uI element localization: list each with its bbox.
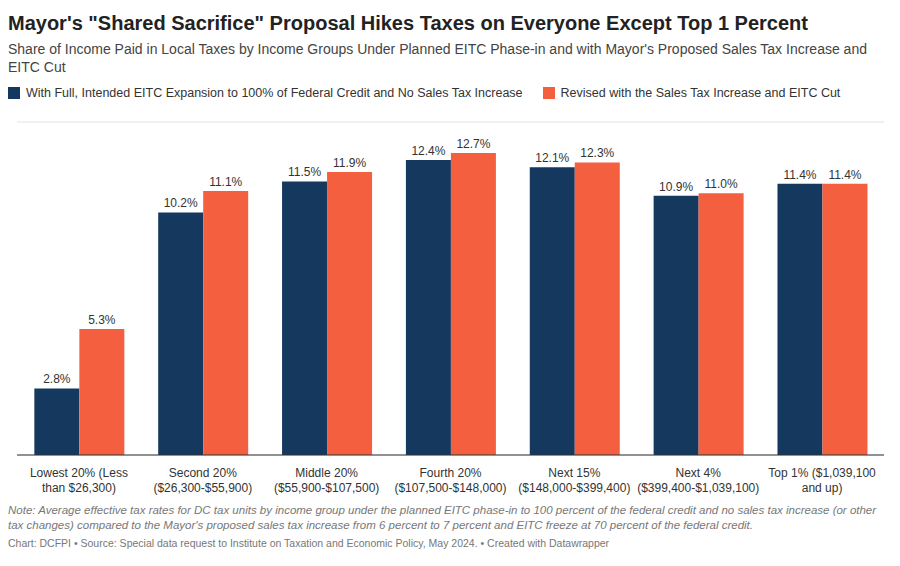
svg-text:Lowest 20% (Lessthan $26,300): Lowest 20% (Lessthan $26,300) xyxy=(30,466,128,495)
html-text:Chart: DCFPI • Source: Special: Chart: DCFPI • Source: Special data requ… xyxy=(8,537,610,549)
svg-text:Next 4%($399,400-$1,039,100): Next 4%($399,400-$1,039,100) xyxy=(637,466,759,495)
svg-text:10.2%: 10.2% xyxy=(164,196,198,210)
svg-text:Fourth 20%($107,500-$148,000): Fourth 20%($107,500-$148,000) xyxy=(394,466,506,495)
svg-text:12.3%: 12.3% xyxy=(580,146,614,160)
html-text:Share of Income Paid in Local: Share of Income Paid in Local Taxes by I… xyxy=(8,41,867,75)
svg-text:Middle 20%($55,900-$107,500): Middle 20%($55,900-$107,500) xyxy=(274,466,379,495)
html-text:With Full, Intended EITC Expan: With Full, Intended EITC Expansion to 10… xyxy=(26,86,523,100)
svg-text:5.3%: 5.3% xyxy=(88,313,116,327)
svg-text:12.1%: 12.1% xyxy=(535,151,569,165)
svg-text:12.4%: 12.4% xyxy=(411,144,445,158)
svg-text:11.4%: 11.4% xyxy=(828,168,861,182)
html-text:Note: Average effective tax ra: Note: Average effective tax rates for DC… xyxy=(8,504,877,531)
svg-text:2.8%: 2.8% xyxy=(43,372,71,386)
svg-text:Next 15%($148,000-$399,400): Next 15%($148,000-$399,400) xyxy=(518,466,630,495)
svg-text:12.7%: 12.7% xyxy=(456,137,490,151)
html-text:Revised with the Sales Tax Inc: Revised with the Sales Tax Increase and … xyxy=(560,86,841,100)
svg-text:11.5%: 11.5% xyxy=(288,165,321,179)
svg-text:11.0%: 11.0% xyxy=(705,177,738,191)
svg-text:Top 1% ($1,039,100and up): Top 1% ($1,039,100and up) xyxy=(768,466,876,495)
svg-text:Second 20%($26,300-$55,900): Second 20%($26,300-$55,900) xyxy=(153,466,252,495)
svg-text:10.9%: 10.9% xyxy=(659,180,693,194)
svg-text:11.4%: 11.4% xyxy=(783,168,816,182)
html-text:Mayor's "Shared Sacrifice" Pro: Mayor's "Shared Sacrifice" Proposal Hike… xyxy=(8,12,808,34)
svg-text:11.1%: 11.1% xyxy=(209,175,242,189)
svg-text:11.9%: 11.9% xyxy=(333,156,366,170)
